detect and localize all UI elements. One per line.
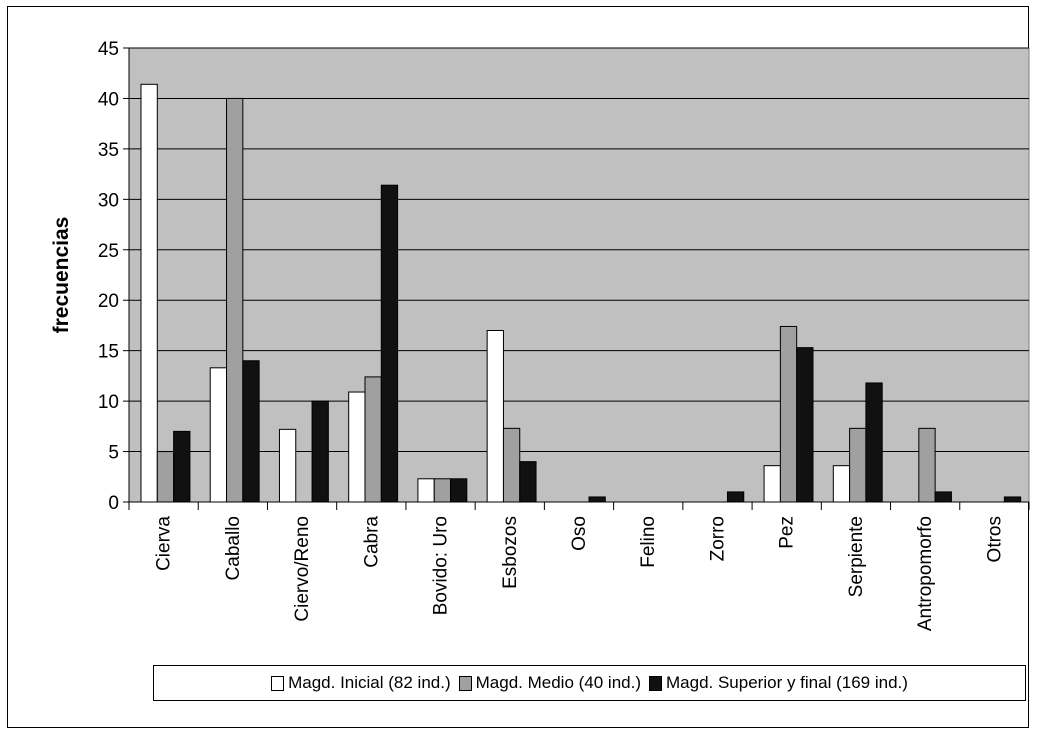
x-tick-label-3: Cabra xyxy=(361,516,382,568)
bar-series1-0 xyxy=(156,451,175,503)
bar-series0-9 xyxy=(763,465,781,503)
x-tick-label-0: Cierva xyxy=(154,516,175,571)
y-tick-label-7: 35 xyxy=(98,140,119,161)
y-axis-label: frecuencias xyxy=(50,217,73,334)
bar-series2-11 xyxy=(934,491,952,503)
bar-series1-4 xyxy=(433,478,452,503)
bar-series2-8 xyxy=(726,491,745,503)
bar-series2-10 xyxy=(865,382,883,503)
y-tick-label-0: 0 xyxy=(108,493,119,514)
bar-series0-4 xyxy=(417,478,435,503)
x-tick-label-8: Zorro xyxy=(707,516,728,561)
bar-series2-9 xyxy=(796,347,814,503)
x-tick-label-11: Antropomorfo xyxy=(915,516,936,631)
x-tick-label-9: Pez xyxy=(777,516,798,549)
bar-series2-1 xyxy=(242,360,260,503)
x-tick-label-5: Esbozos xyxy=(500,516,521,589)
x-tick-label-2: Ciervo/Reno xyxy=(292,516,313,622)
bar-series1-11 xyxy=(918,427,936,503)
bar-series2-5 xyxy=(519,461,537,503)
legend-swatch-1 xyxy=(458,675,472,691)
legend-label-0: Magd. Inicial (82 ind.) xyxy=(288,673,451,692)
bar-series1-9 xyxy=(779,325,798,503)
bar-series2-0 xyxy=(173,430,191,503)
bar-series2-6 xyxy=(588,496,606,503)
legend-swatch-2 xyxy=(649,675,662,691)
x-tick-label-6: Oso xyxy=(569,516,590,551)
y-tick-label-9: 45 xyxy=(98,39,119,60)
x-tick-label-4: Bovido: Uro xyxy=(431,516,452,615)
bar-series2-12 xyxy=(1003,496,1022,503)
y-tick-label-4: 20 xyxy=(98,291,119,312)
bar-series2-4 xyxy=(450,478,468,503)
legend-item-1: Magd. Medio (40 ind.) xyxy=(458,673,641,693)
x-tick-label-10: Serpiente xyxy=(846,516,867,597)
bar-series0-3 xyxy=(348,391,366,503)
y-tick-label-8: 40 xyxy=(98,89,119,110)
x-tick-label-1: Caballo xyxy=(223,516,244,580)
y-tick-label-5: 25 xyxy=(98,241,119,262)
bar-series1-1 xyxy=(226,97,244,503)
plot-area xyxy=(128,47,1030,503)
x-tick-label-12: Otros xyxy=(984,516,1005,562)
legend-swatch-0 xyxy=(271,675,285,691)
bar-series0-5 xyxy=(486,329,504,503)
bar-series2-2 xyxy=(311,400,329,503)
y-tick-label-6: 30 xyxy=(98,190,119,211)
bar-series1-3 xyxy=(364,376,382,503)
bar-series0-1 xyxy=(209,367,228,503)
bar-series0-10 xyxy=(832,465,851,503)
legend-label-1: Magd. Medio (40 ind.) xyxy=(475,673,641,692)
bar-series0-0 xyxy=(140,83,158,503)
y-tick-label-2: 10 xyxy=(98,392,119,413)
bar-series1-5 xyxy=(502,427,521,503)
y-tick-label-3: 15 xyxy=(98,342,119,363)
bar-series0-2 xyxy=(278,428,297,503)
legend-label-2: Magd. Superior y final (169 ind.) xyxy=(666,673,908,692)
bar-series1-10 xyxy=(849,427,867,503)
x-tick-label-7: Felino xyxy=(638,516,659,568)
legend-item-2: Magd. Superior y final (169 ind.) xyxy=(649,673,908,693)
legend-item-0: Magd. Inicial (82 ind.) xyxy=(271,673,451,693)
y-tick-label-1: 5 xyxy=(108,443,119,464)
bar-series2-3 xyxy=(380,184,399,503)
legend: Magd. Inicial (82 ind.) Magd. Medio (40 … xyxy=(153,665,1026,701)
